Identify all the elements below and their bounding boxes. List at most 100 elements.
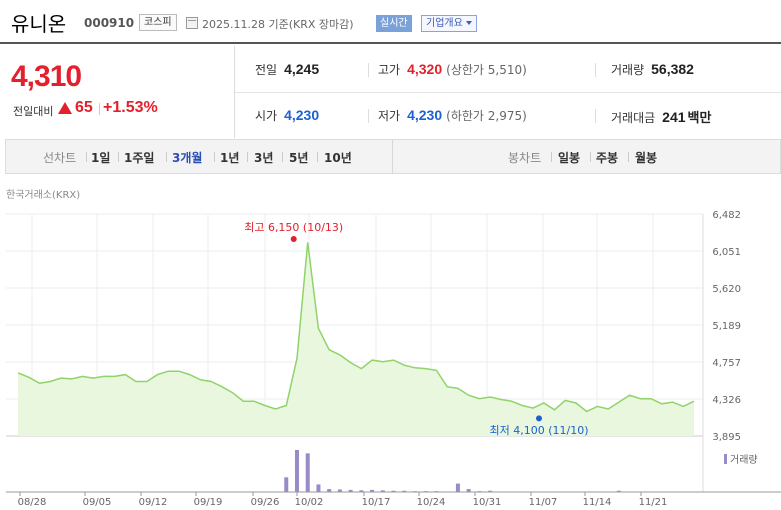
high-label: 고가 xyxy=(378,63,401,77)
upper-limit: (상한가 5,510) xyxy=(446,63,527,77)
volume-bar xyxy=(305,453,310,492)
tab-monthly-candle[interactable]: 월봉 xyxy=(635,151,658,165)
tab-1week[interactable]: 1주일 xyxy=(124,151,155,165)
volume-bar xyxy=(370,489,375,492)
open-label: 시가 xyxy=(255,109,278,123)
company-overview-label: 기업개요 xyxy=(426,18,463,29)
high-annotation: 최고 6,150 (10/13) xyxy=(244,221,343,234)
low-annotation: 최저 4,100 (11/10) xyxy=(489,424,588,437)
chevron-down-icon xyxy=(465,21,472,25)
lower-limit: (하한가 2,975) xyxy=(446,109,527,123)
candle-chart-label: 봉차트 xyxy=(508,151,542,165)
volume-bar xyxy=(284,477,289,492)
tab-10year[interactable]: 10년 xyxy=(324,151,352,165)
tab-3year[interactable]: 3년 xyxy=(254,151,274,165)
open-cell: 시가 4,230 xyxy=(255,107,319,124)
volume-cell: 거래량 56,382 xyxy=(611,61,694,78)
x-tick-label: 11/21 xyxy=(639,497,668,508)
volume-bar xyxy=(337,489,342,492)
high-cell: 고가 4,320 (상한가 5,510) xyxy=(378,61,527,78)
stock-name: 유니온 xyxy=(11,12,67,36)
company-overview-dropdown[interactable]: 기업개요 xyxy=(421,15,477,32)
volume-bar xyxy=(616,490,621,492)
change-divider xyxy=(99,103,100,115)
stock-code: 000910 xyxy=(84,16,135,30)
high-value: 4,320 xyxy=(407,61,443,77)
x-tick-label: 11/14 xyxy=(583,497,612,508)
price-change: 65 xyxy=(75,99,93,116)
x-tick-label: 10/17 xyxy=(362,497,391,508)
y-tick-label: 3,895 xyxy=(712,432,741,443)
change-rate: +1.53% xyxy=(103,99,158,116)
x-tick-label: 11/07 xyxy=(529,497,558,508)
x-tick-label: 09/19 xyxy=(194,497,223,508)
extreme-markers: 최고 6,150 (10/13) 최저 4,100 (11/10) xyxy=(244,221,588,437)
volume-legend: 거래량 xyxy=(730,454,758,466)
exchange-label: 한국거래소(KRX) xyxy=(6,190,81,201)
y-tick-label: 4,326 xyxy=(712,395,741,406)
low-label: 저가 xyxy=(378,109,401,123)
tab-daily-candle[interactable]: 일봉 xyxy=(558,151,581,165)
calendar-icon xyxy=(186,17,198,29)
chart-period-tabs: 선차트 1일 1주일 3개월 1년 3년 5년 10년 봉차트 일봉 주봉 월봉 xyxy=(5,139,781,174)
x-axis: 08/28 09/05 09/12 09/19 09/26 10/02 10/17 10/24… xyxy=(6,491,781,508)
volume-bar xyxy=(455,483,460,492)
tab-weekly-candle[interactable]: 주봉 xyxy=(596,151,619,165)
tab-3month[interactable]: 3개월 xyxy=(172,151,203,165)
trade-value-cell: 거래대금 241 백만 xyxy=(611,107,711,126)
price-line xyxy=(17,242,695,413)
realtime-button[interactable]: 실시간 xyxy=(376,15,412,32)
y-tick-label: 4,757 xyxy=(712,358,741,369)
high-marker xyxy=(290,236,297,242)
price-chart[interactable]: 6,482 6,051 5,620 5,189 4,757 4,326 3,895 최고 6… xyxy=(0,196,781,510)
volume-bar xyxy=(294,450,299,492)
tab-divider xyxy=(282,152,283,162)
x-tick-label: 09/12 xyxy=(139,497,168,508)
price-area xyxy=(18,242,694,436)
y-tick-label: 6,051 xyxy=(712,247,741,258)
col-divider xyxy=(595,109,596,123)
quote-summary: 4,310 전일대비 65 +1.53% 전일 4,245 고가 4,320 (상한가… xyxy=(5,46,781,138)
volume-bar xyxy=(466,489,471,492)
tab-divider xyxy=(551,152,552,162)
open-value: 4,230 xyxy=(284,107,320,123)
volume-bar xyxy=(402,490,407,492)
tab-divider xyxy=(214,152,215,162)
y-axis: 6,482 6,051 5,620 5,189 4,757 4,326 3,895 xyxy=(712,210,741,443)
tab-divider xyxy=(247,152,248,162)
x-tick-label: 10/02 xyxy=(295,497,324,508)
volume-bars: 거래량 xyxy=(284,450,758,492)
tab-group-divider xyxy=(392,140,393,173)
as-of-date: 2025.11.28 기준(KRX 장마감) xyxy=(202,18,354,31)
x-tick-label: 08/28 xyxy=(18,497,47,508)
col-divider xyxy=(368,63,369,77)
low-value: 4,230 xyxy=(407,107,443,123)
tab-divider xyxy=(118,152,119,162)
prev-close-value: 4,245 xyxy=(284,61,320,77)
line-chart-label: 선차트 xyxy=(43,151,77,165)
tab-1day[interactable]: 1일 xyxy=(91,151,111,165)
volume-value: 56,382 xyxy=(651,61,694,77)
market-badge: 코스피 xyxy=(139,14,177,31)
y-tick-label: 5,189 xyxy=(712,321,741,332)
x-tick-label: 09/26 xyxy=(251,497,280,508)
tab-divider xyxy=(628,152,629,162)
volume-bar xyxy=(359,490,364,492)
change-label: 전일대비 xyxy=(13,105,54,118)
tab-divider xyxy=(317,152,318,162)
volume-bar xyxy=(380,490,385,492)
volume-label: 거래량 xyxy=(611,63,645,77)
tab-1year[interactable]: 1년 xyxy=(220,151,240,165)
stock-header: 유니온 000910 코스피 2025.11.28 기준(KRX 장마감) 실시… xyxy=(0,0,781,44)
tab-5year[interactable]: 5년 xyxy=(289,151,309,165)
prev-close-cell: 전일 4,245 xyxy=(255,61,319,78)
y-tick-label: 5,620 xyxy=(712,284,741,295)
col-divider xyxy=(368,109,369,123)
x-tick-label: 09/05 xyxy=(83,497,112,508)
prev-close-label: 전일 xyxy=(255,63,278,77)
trade-value-unit: 백만 xyxy=(687,111,712,126)
tab-divider xyxy=(166,152,167,162)
up-arrow-icon xyxy=(58,102,72,114)
volume-bar xyxy=(327,489,332,492)
low-marker xyxy=(536,415,542,422)
